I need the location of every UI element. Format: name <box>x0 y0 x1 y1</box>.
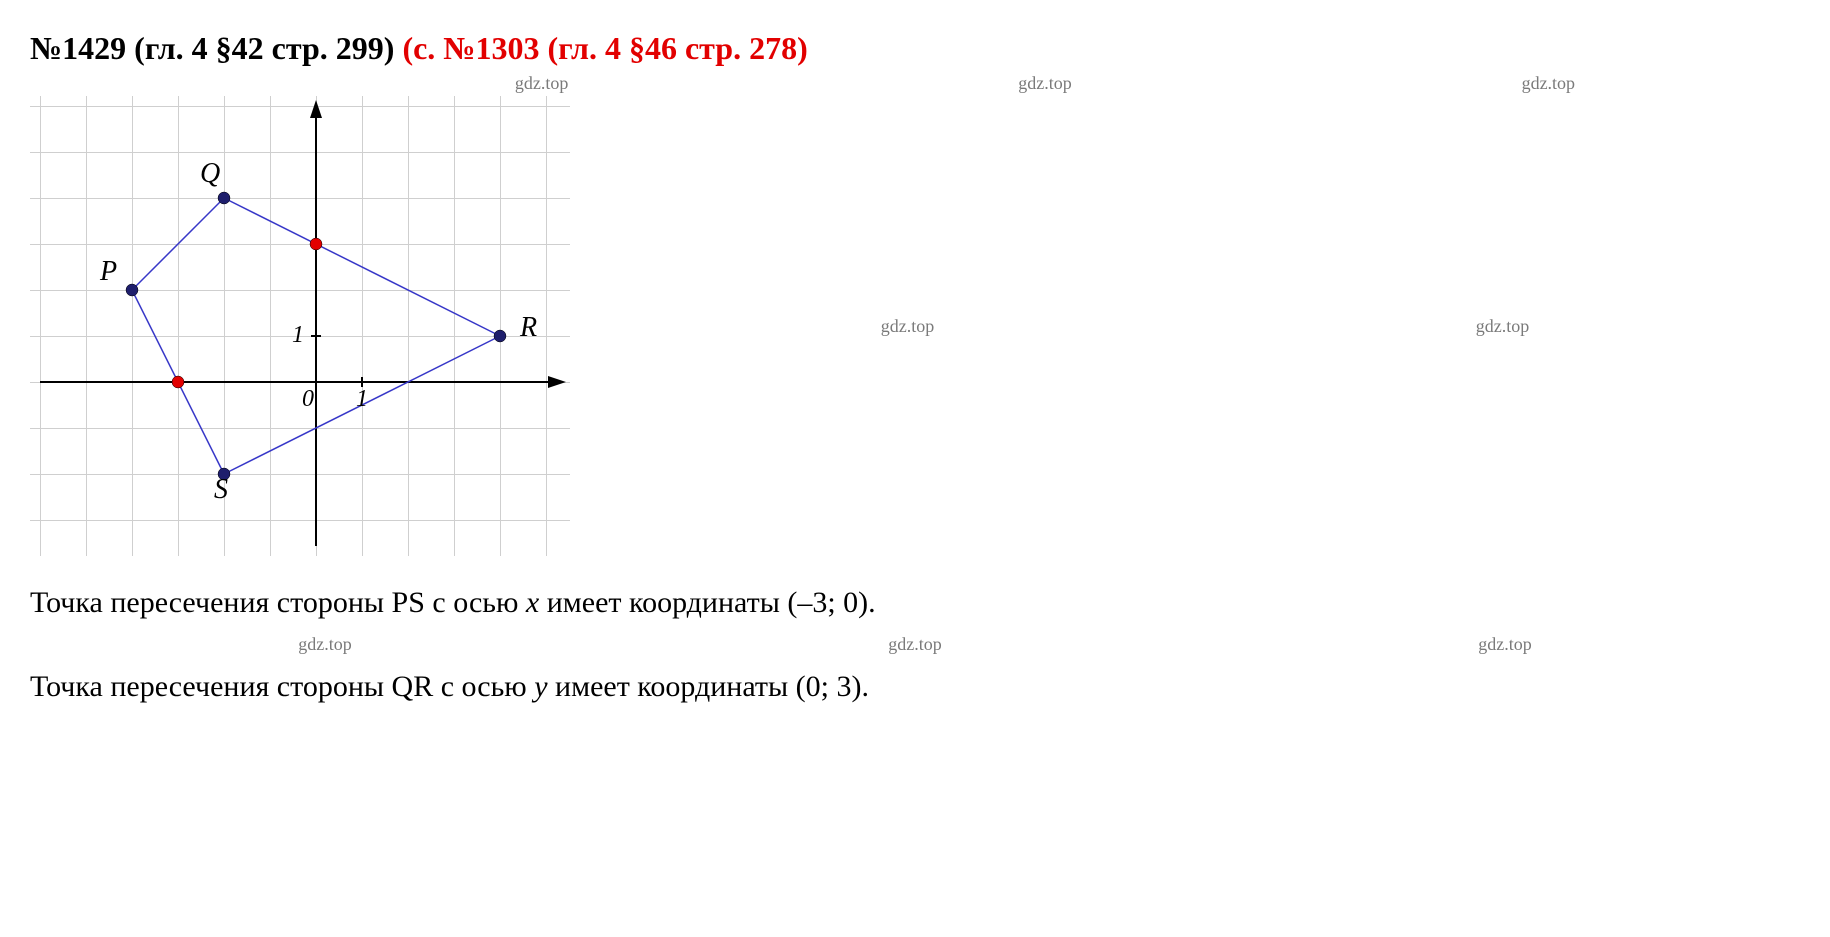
axis-one-y-label: 1 <box>292 322 304 349</box>
watermark: gdz.top <box>793 73 1296 94</box>
watermark: gdz.top <box>620 631 1210 658</box>
point-label-Q: Q <box>200 158 220 190</box>
axis-one-x-label: 1 <box>356 386 368 413</box>
watermark: gdz.top <box>30 631 620 658</box>
watermark-row-mid: gdz.top gdz.top gdz.top <box>30 631 1800 658</box>
title-black: №1429 (гл. 4 §42 стр. 299) <box>30 30 394 66</box>
text-line-2: Точка пересечения стороны QR с осью y им… <box>30 664 1800 709</box>
content-row: 0 1 1 P Q R S gdz.top gdz.top <box>30 96 1800 556</box>
point-label-S: S <box>214 474 228 506</box>
graph: 0 1 1 P Q R S <box>30 96 570 556</box>
title-red: (с. №1303 (гл. 4 §46 стр. 278) <box>402 30 807 66</box>
watermark: gdz.top <box>1297 73 1800 94</box>
text-line-1: Точка пересечения стороны PS с осью x им… <box>30 580 1800 625</box>
watermark: gdz.top <box>1210 631 1800 658</box>
side-watermarks: gdz.top gdz.top <box>610 316 1800 337</box>
axis-zero-label: 0 <box>302 386 314 413</box>
watermark: gdz.top <box>290 73 793 94</box>
problem-title: №1429 (гл. 4 §42 стр. 299) (с. №1303 (гл… <box>30 30 1800 67</box>
watermark: gdz.top <box>1476 316 1530 337</box>
watermark: gdz.top <box>881 316 935 337</box>
body-text: Точка пересечения стороны PS с осью x им… <box>30 580 1800 709</box>
point-label-R: R <box>520 312 537 344</box>
point-label-P: P <box>100 256 117 288</box>
watermark-row-top: gdz.top gdz.top gdz.top <box>290 73 1800 94</box>
